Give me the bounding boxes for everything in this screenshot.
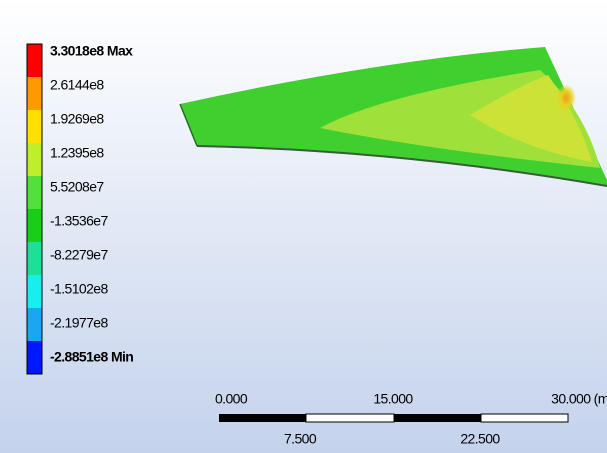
contour-hotspot	[556, 84, 576, 112]
legend-label: 2.6144e8	[50, 77, 104, 93]
scale-label: 30.000 (m	[551, 391, 607, 407]
legend-band	[27, 209, 42, 242]
scale-segment	[394, 414, 481, 422]
legend-label: -1.5102e8	[50, 281, 108, 297]
legend-label: 1.9269e8	[50, 111, 104, 127]
scale-label: 15.000	[373, 391, 413, 407]
legend-band	[27, 308, 42, 341]
scale-label: 7.500	[284, 431, 317, 447]
legend-label: -8.2279e7	[50, 247, 108, 263]
scale-segment	[306, 414, 394, 422]
viewport: 3.3018e8 Max 2.6144e8 1.9269e8 1.2395e8 5.52…	[0, 0, 607, 453]
legend-label: -2.1977e8	[50, 315, 108, 331]
legend-label: 1.2395e8	[50, 145, 104, 161]
legend-label: -2.8851e8 Min	[50, 349, 133, 365]
legend-band	[27, 341, 42, 374]
scale-label: 0.000	[215, 391, 248, 407]
legend-band	[27, 176, 42, 209]
legend-band	[27, 275, 42, 308]
legend-label: -1.3536e7	[50, 213, 108, 229]
page: {"legend": {"labels": ["3.3018e8 Max", "…	[0, 0, 607, 453]
scale-segment	[219, 414, 306, 422]
legend-label: 3.3018e8 Max	[50, 43, 133, 59]
legend-band	[27, 44, 42, 77]
legend-band	[27, 143, 42, 176]
legend-band	[27, 242, 42, 275]
legend-band	[27, 77, 42, 110]
scale-segment	[481, 414, 568, 422]
scale-label: 22.500	[460, 431, 500, 447]
legend-label: 5.5208e7	[50, 179, 104, 195]
legend-band	[27, 110, 42, 143]
